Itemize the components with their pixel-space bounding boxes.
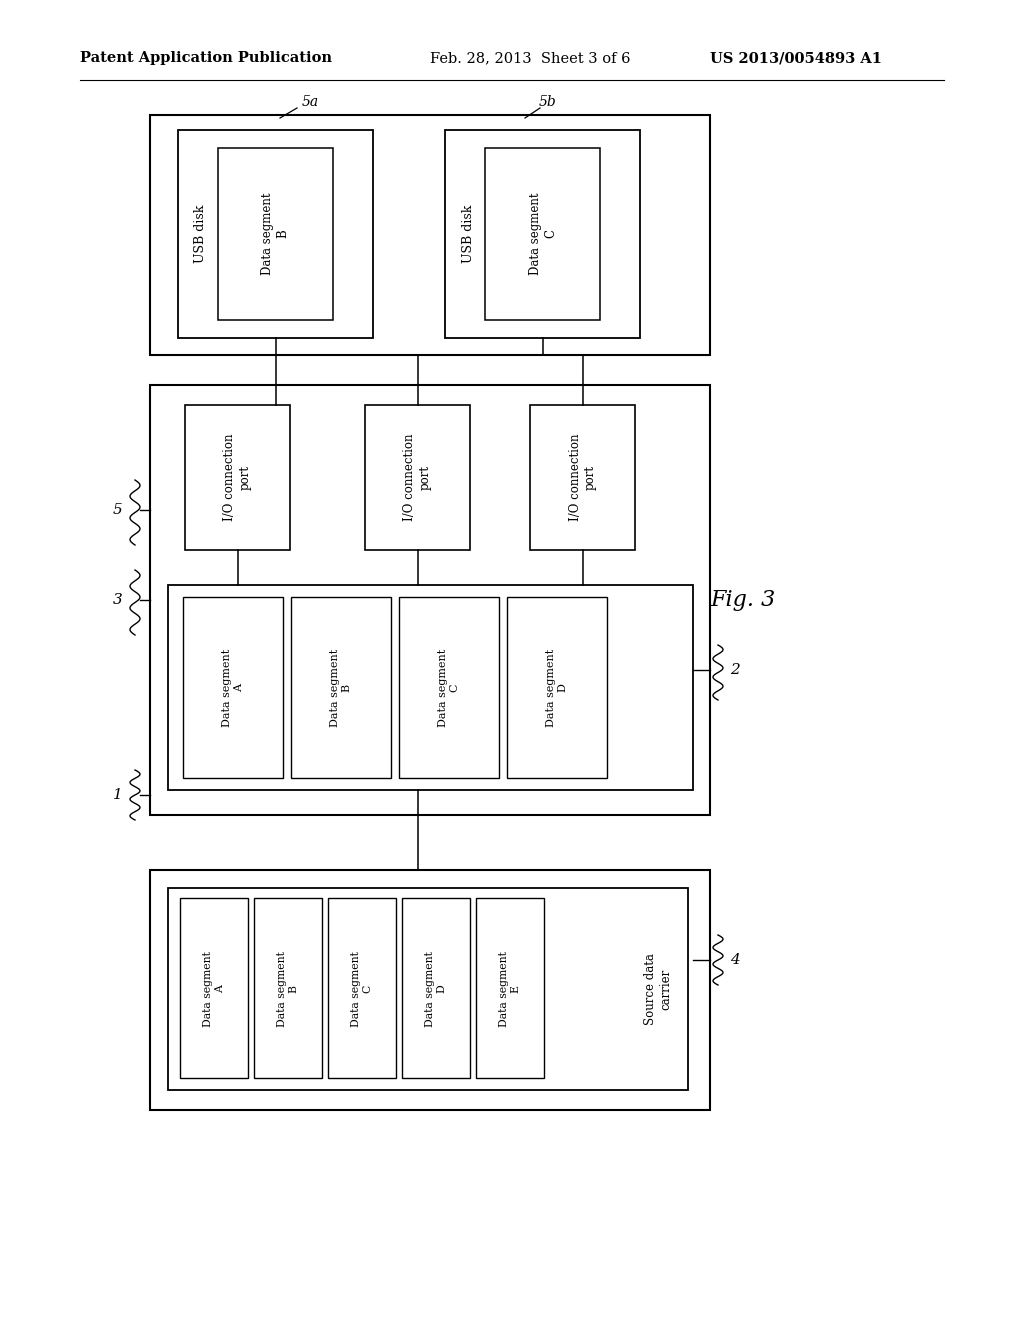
Bar	[185, 405, 290, 550]
Text: Data segment
A: Data segment A	[203, 952, 225, 1027]
Bar	[485, 148, 600, 319]
Text: Data segment
B: Data segment B	[278, 952, 299, 1027]
Text: Data segment
D: Data segment D	[425, 952, 446, 1027]
Text: Fig. 3: Fig. 3	[710, 589, 775, 611]
Text: 5b: 5b	[539, 95, 557, 110]
Text: I/O connection
port: I/O connection port	[223, 434, 252, 521]
Bar	[150, 385, 710, 814]
Bar	[150, 870, 710, 1110]
Bar	[183, 597, 283, 777]
Text: Feb. 28, 2013  Sheet 3 of 6: Feb. 28, 2013 Sheet 3 of 6	[430, 51, 631, 65]
Text: Source data
carrier: Source data carrier	[644, 953, 672, 1024]
Bar	[399, 597, 499, 777]
Text: US 2013/0054893 A1: US 2013/0054893 A1	[710, 51, 882, 65]
Bar	[530, 405, 635, 550]
Text: Data segment
C: Data segment C	[529, 193, 557, 276]
Text: USB disk: USB disk	[194, 205, 207, 263]
Bar	[507, 597, 607, 777]
Bar	[476, 898, 544, 1078]
Bar	[328, 898, 396, 1078]
Text: Data segment
C: Data segment C	[351, 952, 373, 1027]
Text: Data segment
B: Data segment B	[330, 648, 352, 726]
Text: 5: 5	[113, 503, 123, 517]
Text: Data segment
E: Data segment E	[500, 952, 521, 1027]
Bar	[168, 585, 693, 789]
Bar	[365, 405, 470, 550]
Bar	[445, 129, 640, 338]
Text: Data segment
B: Data segment B	[261, 193, 289, 276]
Text: 4: 4	[730, 953, 740, 968]
Text: 5a: 5a	[301, 95, 318, 110]
Bar	[402, 898, 470, 1078]
Text: 3: 3	[113, 593, 123, 607]
Bar	[150, 115, 710, 355]
Bar	[218, 148, 333, 319]
Text: Data segment
A: Data segment A	[222, 648, 244, 726]
Bar	[178, 129, 373, 338]
Text: Data segment
C: Data segment C	[438, 648, 460, 726]
Text: Patent Application Publication: Patent Application Publication	[80, 51, 332, 65]
Bar	[254, 898, 322, 1078]
Text: I/O connection
port: I/O connection port	[568, 434, 597, 521]
Bar	[180, 898, 248, 1078]
Text: I/O connection
port: I/O connection port	[403, 434, 431, 521]
Text: 1: 1	[113, 788, 123, 803]
Text: Data segment
D: Data segment D	[546, 648, 567, 726]
Text: 2: 2	[730, 663, 740, 677]
Text: USB disk: USB disk	[462, 205, 474, 263]
Bar	[168, 888, 688, 1090]
Bar	[291, 597, 391, 777]
